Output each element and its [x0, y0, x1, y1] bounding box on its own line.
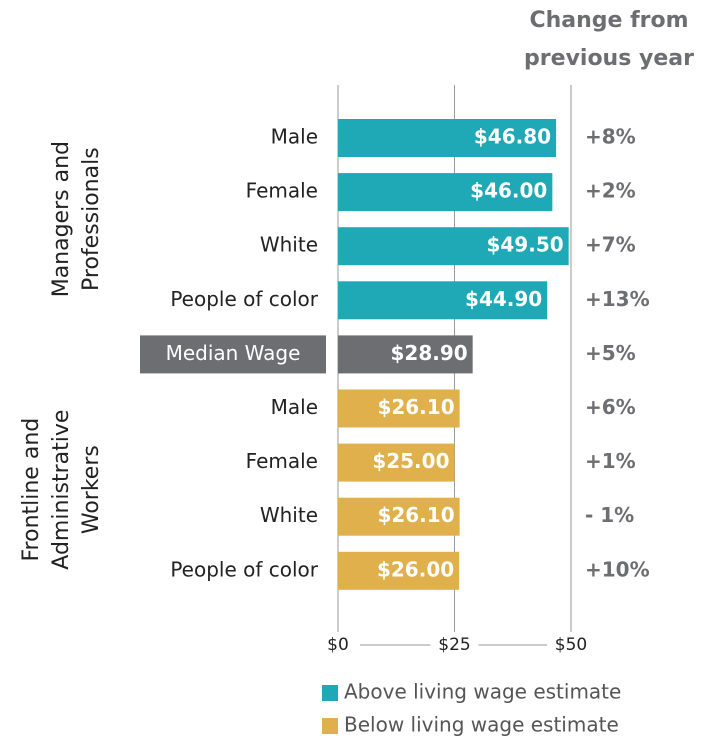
value-label: $44.90 [465, 287, 542, 311]
change-header: previous year [524, 46, 694, 71]
legend-swatch [322, 718, 338, 734]
legend-label: Above living wage estimate [344, 680, 621, 704]
x-tick-label: $25 [438, 635, 470, 655]
category-label: Median Wage [166, 341, 301, 365]
change-label: +1% [585, 449, 636, 473]
change-label: +13% [585, 287, 650, 311]
group-label: Frontline and [19, 418, 44, 562]
change-header: Change from [529, 8, 688, 33]
category-label: People of color [170, 557, 318, 581]
x-tick-label: $50 [555, 635, 587, 655]
value-label: $49.50 [486, 233, 563, 257]
category-label: People of color [170, 287, 318, 311]
category-label: Male [271, 395, 318, 419]
value-label: $26.10 [377, 395, 454, 419]
change-label: +5% [585, 341, 636, 365]
change-label: +6% [585, 395, 636, 419]
bar [338, 335, 473, 374]
bar [338, 389, 460, 428]
value-label: $46.00 [470, 179, 547, 203]
change-label: +8% [585, 125, 636, 149]
legend-swatch [322, 685, 338, 701]
x-tick-label: $0 [327, 635, 349, 655]
category-label: White [260, 503, 318, 527]
value-label: $26.10 [377, 503, 454, 527]
legend-label: Below living wage estimate [344, 713, 619, 737]
value-label: $46.80 [474, 125, 551, 149]
category-label: White [260, 233, 318, 257]
category-label: Female [246, 449, 318, 473]
bar [338, 443, 455, 482]
value-label: $28.90 [390, 341, 467, 365]
value-label: $25.00 [372, 449, 449, 473]
category-label: Male [271, 125, 318, 149]
bar [338, 551, 460, 590]
change-label: - 1% [585, 503, 634, 527]
group-label: Administrative [49, 410, 74, 570]
bar [338, 497, 460, 536]
change-label: +2% [585, 179, 636, 203]
group-label: Managers and [49, 141, 74, 297]
change-label: +7% [585, 233, 636, 257]
change-label: +10% [585, 557, 650, 581]
category-label: Female [246, 179, 318, 203]
group-label: Workers [79, 445, 104, 534]
bar [338, 173, 553, 212]
bar [338, 119, 557, 157]
value-label: $26.00 [377, 557, 454, 581]
median-label-box [140, 335, 326, 374]
bar [338, 227, 569, 266]
group-label: Professionals [79, 147, 104, 291]
bar [338, 281, 548, 320]
